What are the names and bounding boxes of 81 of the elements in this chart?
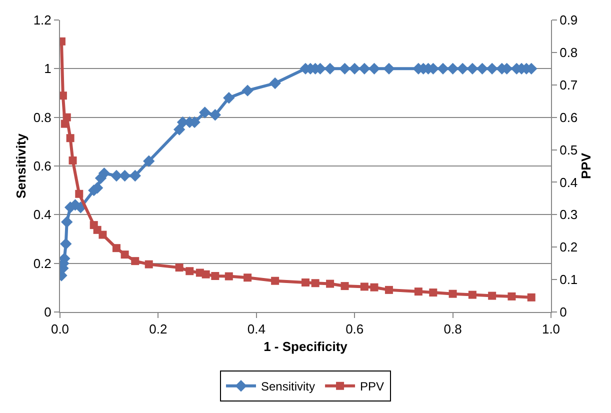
- point: [340, 282, 349, 290]
- legend-label: PPV: [360, 380, 384, 394]
- point: [311, 279, 320, 288]
- point: [202, 270, 210, 278]
- point: [476, 62, 488, 75]
- point: [60, 238, 72, 250]
- point: [302, 278, 310, 286]
- y-tick-label: 1: [44, 61, 52, 76]
- y2-axis-title: PPV: [578, 152, 594, 180]
- y-tick-label: 1.2: [33, 12, 52, 28]
- point: [211, 272, 220, 280]
- y2-tick-label: 0.5: [560, 142, 578, 158]
- x-tick-label: 0.0: [50, 322, 70, 337]
- point: [120, 250, 129, 259]
- y-tick-label: 0.2: [33, 256, 52, 271]
- x-tick-label: 0.8: [444, 322, 462, 337]
- x-tick-label: 0.6: [346, 322, 364, 337]
- point: [486, 62, 498, 75]
- point: [75, 190, 84, 198]
- point: [414, 288, 422, 296]
- point: [61, 216, 73, 228]
- y2-tick-label: 0.6: [560, 110, 578, 125]
- point: [244, 274, 252, 282]
- y-tick-label: 0: [44, 304, 52, 320]
- point: [437, 62, 449, 75]
- point: [224, 272, 233, 280]
- point: [326, 280, 334, 288]
- point: [144, 260, 153, 268]
- point: [448, 290, 457, 298]
- point: [68, 156, 77, 164]
- y2-tick-label: 0.8: [560, 44, 578, 60]
- point: [508, 292, 516, 300]
- point: [175, 264, 184, 272]
- point: [129, 170, 141, 182]
- point: [209, 109, 222, 121]
- point: [112, 244, 120, 252]
- y-axis-title: Sensitivity: [13, 132, 28, 199]
- point: [360, 282, 368, 291]
- point: [488, 292, 496, 300]
- point: [358, 62, 370, 75]
- point: [223, 92, 235, 104]
- y2-tick-label: 0.7: [560, 77, 578, 92]
- x-tick-label: 0.2: [149, 322, 168, 337]
- point: [173, 124, 186, 136]
- point: [383, 62, 395, 75]
- point: [370, 283, 378, 292]
- point: [186, 267, 194, 276]
- point: [384, 286, 393, 294]
- y2-tick-label: 0: [560, 304, 567, 320]
- y-tick-label: 0.4: [33, 207, 52, 222]
- point: [446, 62, 459, 75]
- point: [269, 77, 281, 90]
- x-axis-title: 1 - Specificity: [264, 339, 348, 354]
- point: [131, 257, 140, 266]
- point: [429, 288, 438, 297]
- point: [527, 293, 536, 302]
- point: [348, 62, 360, 75]
- point: [66, 134, 74, 142]
- point: [199, 106, 211, 118]
- point: [324, 62, 336, 75]
- y2-tick-label: 0.9: [560, 12, 578, 28]
- y2-tick-label: 0.2: [560, 240, 578, 255]
- point: [338, 62, 351, 75]
- point: [143, 155, 155, 167]
- point: [98, 230, 107, 239]
- y2-tick-label: 0.1: [560, 272, 578, 288]
- y2-tick-label: 0.3: [560, 207, 578, 222]
- point: [271, 276, 280, 285]
- x-tick-label: 1.0: [542, 322, 560, 337]
- point: [468, 290, 476, 299]
- point: [368, 62, 380, 75]
- point: [466, 62, 478, 75]
- y-tick-label: 0.8: [33, 110, 52, 125]
- point: [62, 113, 71, 122]
- y2-tick-label: 0.4: [560, 174, 578, 190]
- point: [60, 92, 67, 100]
- x-tick-label: 0.4: [247, 322, 266, 337]
- point: [242, 84, 254, 96]
- legend-label: Sensitivity: [261, 380, 316, 394]
- y-tick-label: 0.6: [33, 158, 52, 174]
- point: [456, 62, 468, 75]
